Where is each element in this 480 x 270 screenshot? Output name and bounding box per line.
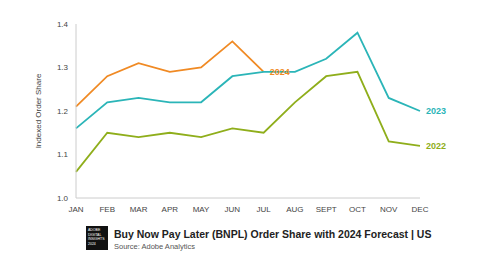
svg-text:SEPT: SEPT	[316, 205, 337, 214]
svg-text:1.1: 1.1	[57, 150, 69, 159]
svg-text:AUG: AUG	[286, 205, 303, 214]
svg-text:1.0: 1.0	[57, 194, 69, 203]
svg-text:DEC: DEC	[412, 205, 429, 214]
svg-text:2024: 2024	[270, 67, 290, 77]
svg-text:JAN: JAN	[68, 205, 83, 214]
svg-text:OCT: OCT	[349, 205, 366, 214]
svg-text:FEB: FEB	[99, 205, 115, 214]
html-text:ADOBE: ADOBE	[88, 228, 101, 232]
svg-text:NOV: NOV	[380, 205, 398, 214]
html-text:DIGITAL: DIGITAL	[88, 232, 102, 237]
html-text:Buy Now Pay Later (BNPL) Order: Buy Now Pay Later (BNPL) Order Share wit…	[114, 228, 432, 240]
html-text:Source: Adobe Analytics: Source: Adobe Analytics	[114, 242, 195, 251]
svg-text:MAR: MAR	[130, 205, 148, 214]
html-text:2024: 2024	[88, 241, 96, 246]
svg-text:1.4: 1.4	[57, 20, 69, 29]
svg-text:1.2: 1.2	[57, 107, 69, 116]
svg-text:APR: APR	[162, 205, 179, 214]
html-text:INSIGHTS: INSIGHTS	[88, 237, 105, 241]
svg-text:2023: 2023	[426, 106, 446, 116]
svg-text:MAY: MAY	[193, 205, 210, 214]
svg-text:JUL: JUL	[257, 205, 272, 214]
svg-text:JUN: JUN	[225, 205, 241, 214]
svg-text:2022: 2022	[426, 141, 446, 151]
svg-text:Indexed Order Share: Indexed Order Share	[34, 73, 43, 148]
svg-text:1.3: 1.3	[57, 63, 69, 72]
